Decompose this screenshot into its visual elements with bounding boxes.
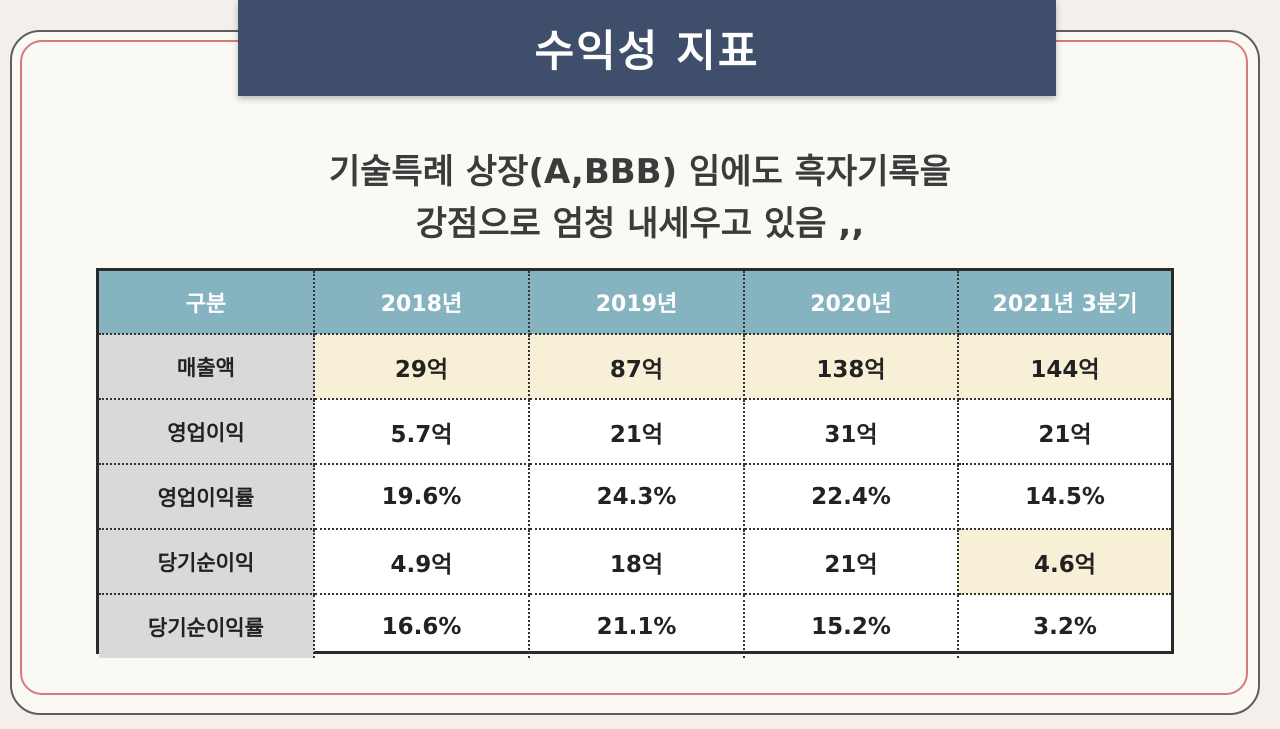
- table-cell: 21.1%: [529, 594, 745, 658]
- row-label: 매출액: [99, 334, 315, 400]
- subtitle-line-2: 강점으로 엄청 내세우고 있음 ,,: [415, 204, 865, 244]
- subtitle-line-1: 기술특례 상장(A,BBB) 임에도 흑자기록을: [328, 152, 952, 192]
- table-cell: 22.4%: [744, 464, 959, 530]
- table-cell: 15.2%: [744, 594, 959, 658]
- table-cell: 14.5%: [958, 464, 1171, 530]
- row-label: 당기순이익: [99, 529, 315, 595]
- table-cell: 4.9억: [314, 529, 530, 595]
- table-cell: 21억: [958, 399, 1171, 465]
- table-cell: 138억: [744, 334, 959, 400]
- row-label: 영업이익률: [99, 464, 315, 530]
- table-cell: 144억: [958, 334, 1171, 400]
- table-header-row: 구분 2018년 2019년 2020년 2021년 3분기: [99, 271, 1171, 335]
- header-2019: 2019년: [529, 271, 745, 335]
- table-cell: 4.6억: [958, 529, 1171, 595]
- table-cell: 5.7억: [314, 399, 530, 465]
- header-category: 구분: [99, 271, 315, 335]
- table-cell: 29억: [314, 334, 530, 400]
- header-2018: 2018년: [314, 271, 530, 335]
- table-cell: 21억: [744, 529, 959, 595]
- table-row-operating-margin: 영업이익률 19.6% 24.3% 22.4% 14.5%: [99, 464, 1171, 530]
- table-cell: 16.6%: [314, 594, 530, 658]
- table-cell: 3.2%: [1033, 613, 1097, 640]
- page-title: 수익성 지표: [534, 27, 760, 77]
- table-row-operating-profit: 영업이익 5.7억 21억 31억 21억: [99, 399, 1171, 465]
- table-cell: 24.3%: [529, 464, 745, 530]
- title-banner: 수익성 지표: [238, 0, 1056, 96]
- table-row-revenue: 매출액 29억 87억 138억 144억: [99, 334, 1171, 400]
- row-label: 당기순이익률: [99, 594, 315, 658]
- table-cell: 87억: [529, 334, 745, 400]
- header-2021-q3: 2021년 3분기: [958, 271, 1171, 335]
- table-cell: 31억: [744, 399, 959, 465]
- table-row-net-margin: 당기순이익률 16.6% 21.1% 15.2% 3.2%: [99, 594, 1171, 658]
- header-2020: 2020년: [744, 271, 959, 335]
- table-row-net-income: 당기순이익 4.9억 18억 21억 4.6억: [99, 529, 1171, 595]
- profitability-table: 구분 2018년 2019년 2020년 2021년 3분기 매출액 29억 8…: [96, 268, 1174, 658]
- row-label: 영업이익: [99, 399, 315, 465]
- table-cell: 18억: [529, 529, 745, 595]
- table-cell: 21억: [529, 399, 745, 465]
- table-cell: 19.6%: [314, 464, 530, 530]
